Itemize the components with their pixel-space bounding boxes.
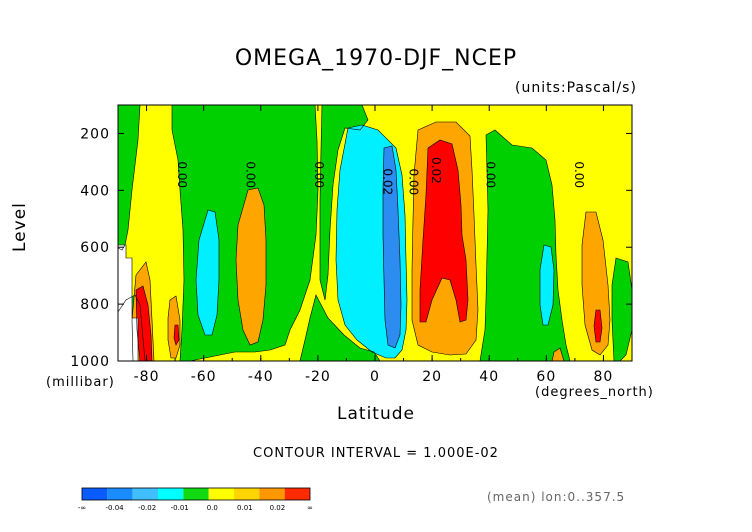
x-tick-label: 0 bbox=[370, 369, 380, 385]
missing-data-region bbox=[118, 245, 138, 361]
x-tick-label: -60 bbox=[191, 369, 217, 385]
y-tick-label: 800 bbox=[80, 297, 110, 313]
x-axis-units: (degrees_north) bbox=[535, 385, 654, 400]
contour-interval-label: CONTOUR INTERVAL = 1.000E-02 bbox=[253, 446, 499, 461]
x-tick-label: 80 bbox=[594, 369, 614, 385]
contour-region-negative-1-f bbox=[612, 258, 632, 361]
contour-label: 0.00 bbox=[483, 161, 497, 188]
contour-region-negative-2-b bbox=[196, 210, 219, 335]
contour-region-positive-1-c-outline bbox=[581, 211, 611, 356]
contour-label: 0.00 bbox=[406, 168, 420, 195]
chart-title: OMEGA_1970-DJF_NCEP bbox=[234, 46, 518, 71]
colorbar-swatch bbox=[183, 488, 209, 500]
colorbar-border bbox=[81, 487, 311, 501]
colorbar-label: -∞ bbox=[78, 504, 86, 512]
contour-region-negative-1-d bbox=[320, 105, 368, 300]
contour-region-positive-2-c bbox=[594, 310, 602, 342]
contour-region-positive-2-d bbox=[174, 325, 179, 345]
contour-line-layer bbox=[117, 104, 633, 362]
contour-region-positive-1-c bbox=[582, 212, 610, 355]
x-tick-label: -20 bbox=[305, 369, 331, 385]
colorbar-label: 0.02 bbox=[270, 504, 286, 512]
contour-region-positive-1-e-outline bbox=[167, 295, 181, 359]
axis-ticks: -80 -60 -40 -20 0 20 40 60 80 200 400 600 800 1000 bbox=[70, 105, 633, 385]
colorbar-swatch bbox=[82, 488, 108, 500]
contour-region-negative-2-b-outline bbox=[195, 209, 220, 336]
contour-region-negative-1-f-outline bbox=[611, 257, 633, 362]
colorbar-swatch bbox=[208, 488, 234, 500]
colorbar: -∞ -0.04 -0.02 -0.01 0.0 0.01 0.02 ∞ bbox=[78, 487, 313, 512]
colorbar-swatch bbox=[158, 488, 184, 500]
contour-region-negative-3-a-outline bbox=[382, 145, 402, 349]
contour-label: 0.00 bbox=[244, 161, 258, 188]
contour-label: 0.00 bbox=[175, 161, 189, 188]
contour-fill-layer bbox=[118, 105, 632, 361]
colorbar-swatch bbox=[107, 488, 133, 500]
contour-region-negative-1-c bbox=[300, 295, 380, 361]
colorbar-swatch bbox=[284, 488, 310, 500]
contour-region-negative-1-d-outline bbox=[319, 104, 369, 301]
contour-label: 0.02 bbox=[381, 168, 395, 195]
colorbar-label: ∞ bbox=[307, 504, 313, 512]
contour-region-positive-2-d-outline bbox=[173, 324, 180, 346]
x-axis-label: Latitude bbox=[337, 404, 415, 424]
x-tick-label: -80 bbox=[134, 369, 160, 385]
x-tick-label: 60 bbox=[536, 369, 556, 385]
contour-region-negative-2-c-outline bbox=[539, 244, 555, 326]
colorbar-label: -0.04 bbox=[106, 504, 125, 512]
y-axis-units: (millibar) bbox=[46, 375, 115, 390]
contour-region-positive-2-a bbox=[420, 140, 468, 322]
y-axis-label: Level bbox=[10, 202, 30, 252]
units-label: (units:Pascal/s) bbox=[515, 80, 637, 96]
contour-region-negative-1-a bbox=[118, 105, 140, 250]
colorbar-label: -0.01 bbox=[171, 504, 189, 512]
contour-region-positive-2-a-outline bbox=[419, 139, 469, 323]
contour-region-negative-1-c-outline bbox=[299, 294, 381, 362]
y-tick-label: 1000 bbox=[70, 354, 110, 370]
colorbar-label: -0.02 bbox=[138, 504, 156, 512]
contour-label: 0.00 bbox=[312, 161, 326, 188]
y-tick-label: 400 bbox=[80, 183, 110, 199]
contour-label: 0.00 bbox=[572, 161, 586, 188]
x-tick-label: 40 bbox=[479, 369, 499, 385]
contour-region-positive-2-c-outline bbox=[593, 309, 603, 343]
contour-label: 0.02 bbox=[429, 157, 443, 184]
contour-region-negative-2-c bbox=[540, 245, 554, 325]
contour-region-positive-2-b-outline bbox=[135, 285, 153, 362]
colorbar-swatch bbox=[132, 488, 158, 500]
contour-region-positive-1-a-outline bbox=[411, 121, 479, 356]
colorbar-label: 0.0 bbox=[207, 504, 218, 512]
mean-longitude-label: (mean) lon:0..357.5 bbox=[487, 490, 626, 504]
y-tick-label: 200 bbox=[80, 126, 110, 142]
colorbar-label: 0.01 bbox=[237, 504, 253, 512]
colorbar-swatch bbox=[259, 488, 285, 500]
contour-region-positive-1-d-outline bbox=[131, 261, 155, 362]
y-tick-label: 600 bbox=[80, 240, 110, 256]
contour-region-negative-3-a bbox=[383, 146, 401, 348]
contour-region-positive-1-b bbox=[236, 188, 266, 345]
contour-region-negative-1-a-outline bbox=[117, 104, 141, 251]
colorbar-swatch bbox=[234, 488, 260, 500]
contour-region-negative-1-b-outline bbox=[171, 104, 319, 362]
contour-labels: 0.00 0.00 0.00 0.02 0.00 0.02 0.00 0.00 bbox=[175, 157, 586, 195]
contour-region-positive-1-b-outline bbox=[235, 187, 267, 346]
x-tick-label: -40 bbox=[248, 369, 274, 385]
contour-region-negative-2-a-outline bbox=[335, 124, 408, 359]
x-tick-label: 20 bbox=[422, 369, 442, 385]
contour-region-negative-1-e-outline bbox=[479, 129, 571, 362]
